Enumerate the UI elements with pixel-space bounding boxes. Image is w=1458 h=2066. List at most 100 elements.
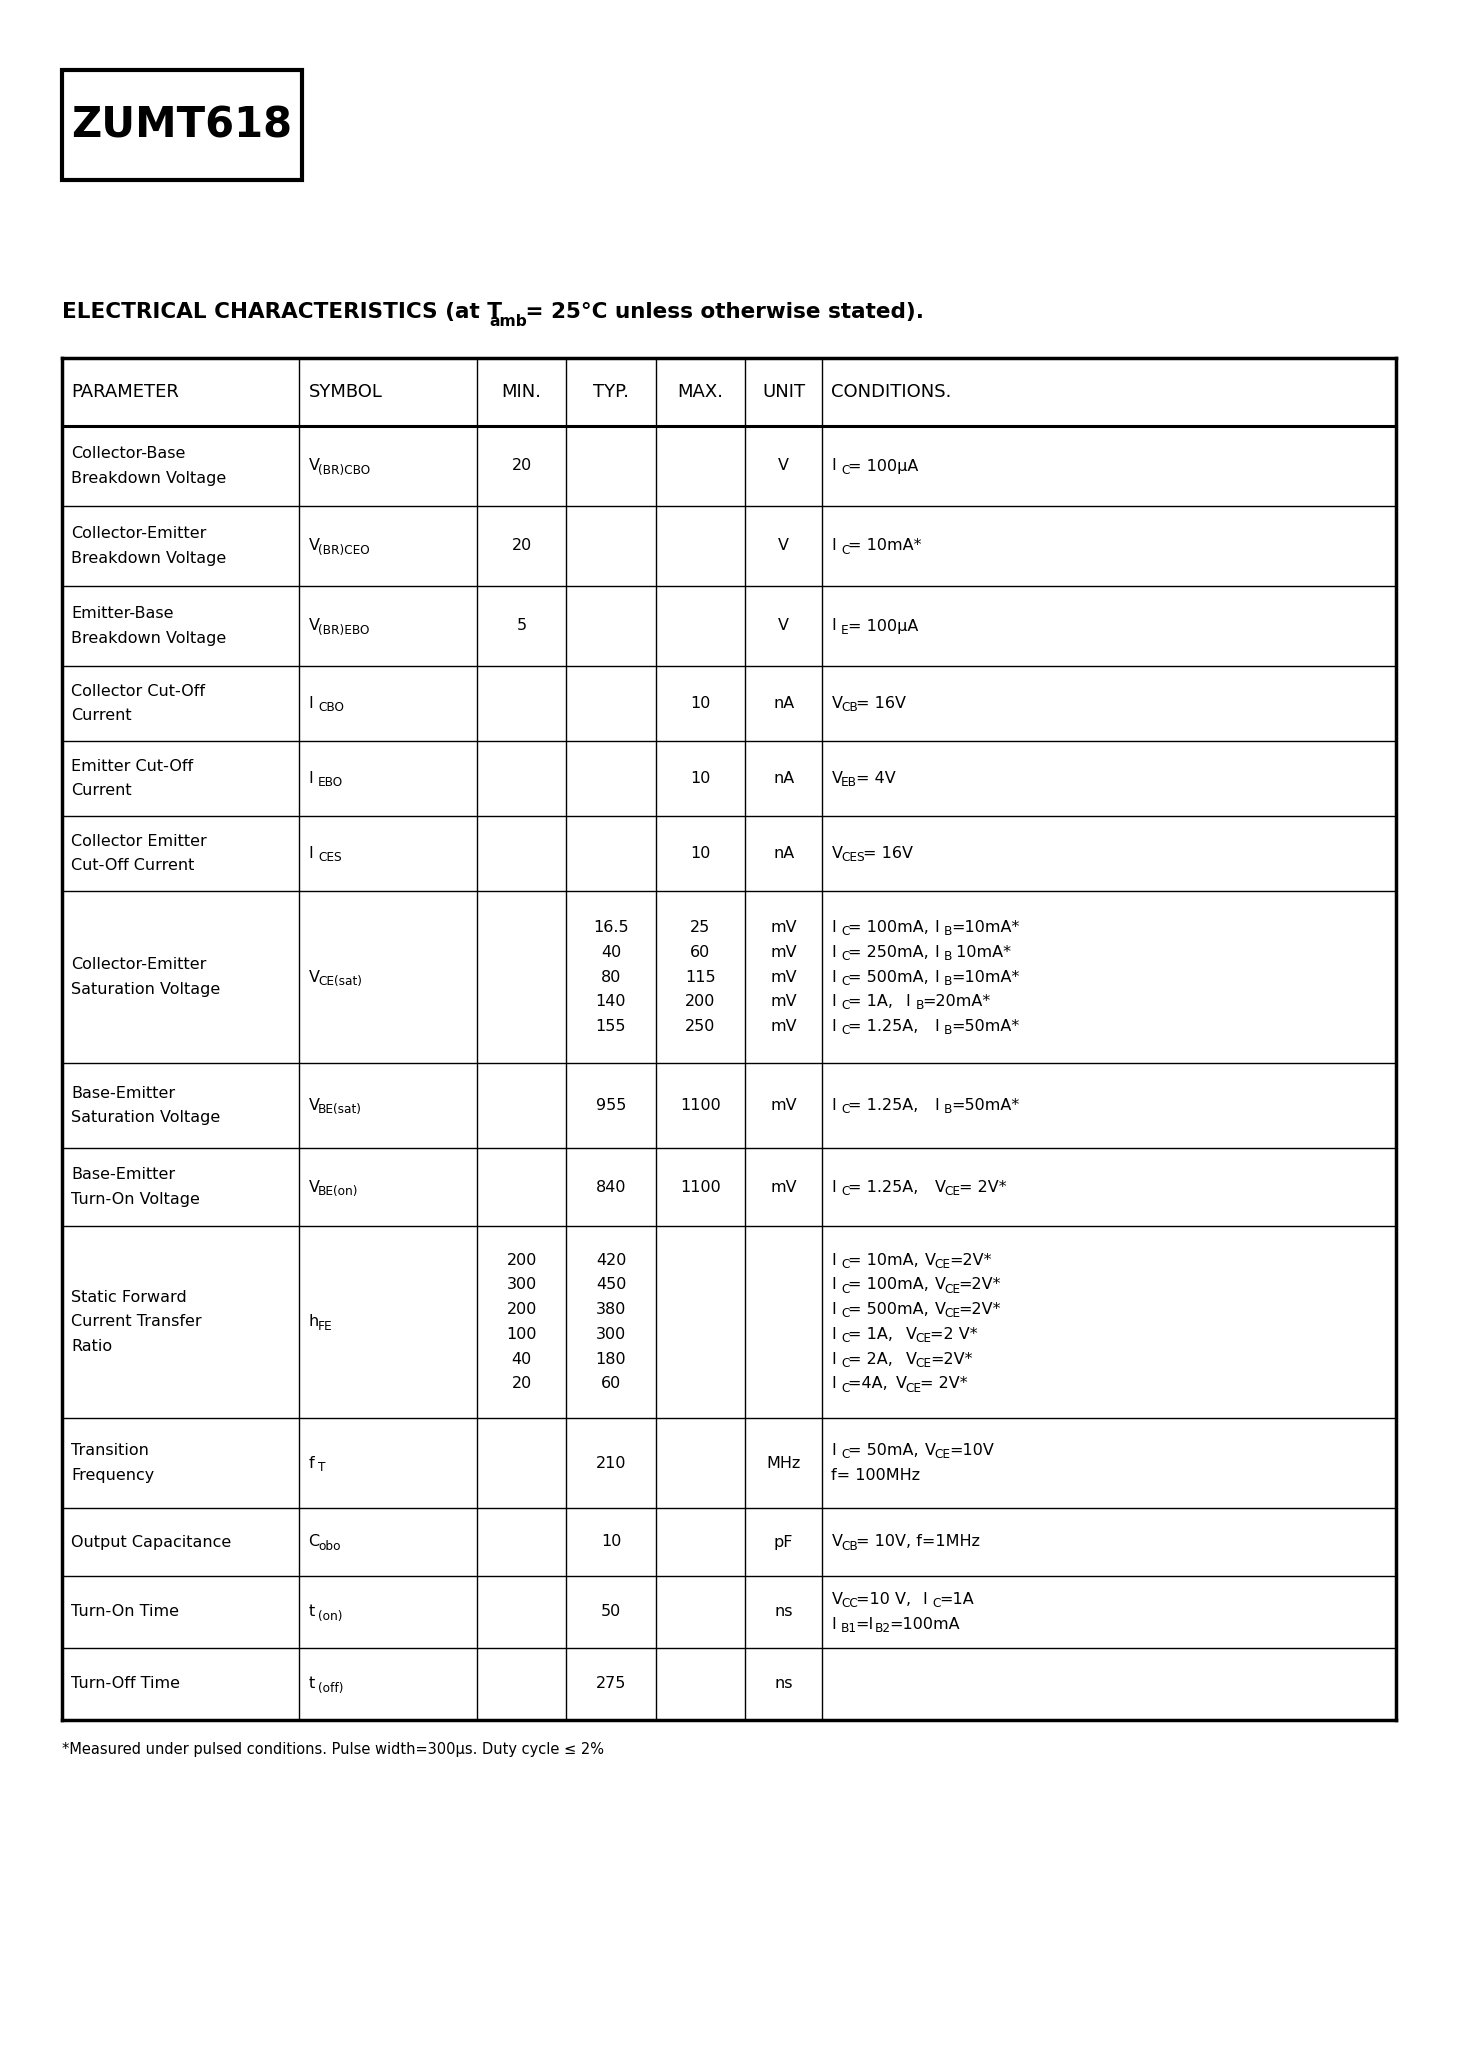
- Text: 210: 210: [596, 1457, 625, 1471]
- Text: Output Capacitance: Output Capacitance: [71, 1535, 232, 1550]
- Text: Saturation Voltage: Saturation Voltage: [71, 1109, 220, 1126]
- Text: pF: pF: [774, 1535, 793, 1550]
- Text: mV: mV: [770, 919, 798, 936]
- Text: CE: CE: [945, 1283, 959, 1295]
- Text: Turn-On Time: Turn-On Time: [71, 1605, 179, 1620]
- Text: I: I: [935, 1097, 939, 1114]
- Text: Collector Cut-Off: Collector Cut-Off: [71, 684, 206, 698]
- Text: I: I: [831, 969, 835, 985]
- Text: = 10V, f=1MHz: = 10V, f=1MHz: [856, 1535, 980, 1550]
- Text: C: C: [841, 1333, 850, 1345]
- Text: = 4V: = 4V: [856, 771, 895, 785]
- Text: B: B: [945, 950, 952, 963]
- Text: f= 100MHz: f= 100MHz: [831, 1467, 920, 1483]
- Text: B: B: [945, 1103, 952, 1116]
- Text: C: C: [841, 926, 850, 938]
- Text: = 500mA,: = 500mA,: [849, 969, 935, 985]
- Text: CE: CE: [916, 1333, 932, 1345]
- Bar: [63, 357, 1395, 1721]
- Text: =50mA*: =50mA*: [952, 1097, 1019, 1114]
- Text: t: t: [309, 1605, 315, 1620]
- Text: 300: 300: [506, 1277, 537, 1293]
- Text: = 500mA,: = 500mA,: [849, 1302, 935, 1318]
- Text: Collector-Base: Collector-Base: [71, 446, 185, 461]
- Text: =2V*: =2V*: [959, 1302, 1002, 1318]
- Text: = 25°C unless otherwise stated).: = 25°C unless otherwise stated).: [518, 302, 924, 322]
- Text: C: C: [841, 543, 850, 556]
- Text: I: I: [935, 1019, 939, 1033]
- Text: Breakdown Voltage: Breakdown Voltage: [71, 471, 226, 486]
- Text: = 1A,: = 1A,: [849, 1326, 898, 1343]
- Text: CE: CE: [935, 1448, 951, 1461]
- Text: Static Forward: Static Forward: [71, 1289, 187, 1306]
- Text: 250: 250: [685, 1019, 716, 1033]
- Text: C: C: [841, 1308, 850, 1320]
- Text: 200: 200: [506, 1252, 537, 1269]
- Text: CB: CB: [841, 700, 857, 715]
- Text: obo: obo: [318, 1539, 341, 1554]
- Text: C: C: [841, 1448, 850, 1461]
- Text: MAX.: MAX.: [678, 382, 723, 401]
- Text: =4A,: =4A,: [849, 1376, 894, 1390]
- Text: 275: 275: [596, 1676, 625, 1692]
- Text: 155: 155: [596, 1019, 625, 1033]
- Text: C: C: [841, 1000, 850, 1012]
- Text: I: I: [831, 1180, 835, 1194]
- Text: = 2V*: = 2V*: [959, 1180, 1006, 1194]
- Text: B: B: [916, 1000, 924, 1012]
- Text: h: h: [309, 1314, 319, 1331]
- Text: MIN.: MIN.: [502, 382, 541, 401]
- Text: CC: CC: [841, 1597, 857, 1609]
- Text: = 2V*: = 2V*: [920, 1376, 968, 1390]
- Text: CB: CB: [841, 1539, 857, 1554]
- Text: Cut-Off Current: Cut-Off Current: [71, 857, 194, 874]
- Text: Ratio: Ratio: [71, 1339, 112, 1353]
- Text: 60: 60: [690, 944, 710, 961]
- Text: 25: 25: [690, 919, 710, 936]
- Text: 140: 140: [596, 994, 625, 1010]
- Text: = 1.25A,: = 1.25A,: [849, 1180, 924, 1194]
- Text: 80: 80: [601, 969, 621, 985]
- Text: t: t: [309, 1676, 315, 1692]
- Text: CE: CE: [905, 1382, 921, 1395]
- Text: =10 V,: =10 V,: [856, 1593, 916, 1607]
- Text: 10: 10: [690, 696, 710, 711]
- Text: I: I: [309, 771, 313, 785]
- Text: 16.5: 16.5: [593, 919, 628, 936]
- Bar: [63, 70, 302, 180]
- Text: 10: 10: [690, 845, 710, 862]
- Text: 100: 100: [506, 1326, 537, 1343]
- Text: mV: mV: [770, 944, 798, 961]
- Text: SYMBOL: SYMBOL: [309, 382, 382, 401]
- Text: V: V: [905, 1351, 917, 1366]
- Text: I: I: [831, 1351, 835, 1366]
- Text: *Measured under pulsed conditions. Pulse width=300μs. Duty cycle ≤ 2%: *Measured under pulsed conditions. Pulse…: [63, 1742, 604, 1756]
- Text: (BR)CEO: (BR)CEO: [318, 543, 370, 556]
- Text: = 1A,: = 1A,: [849, 994, 898, 1010]
- Text: = 10mA,: = 10mA,: [849, 1252, 924, 1269]
- Text: =1A: =1A: [939, 1593, 974, 1607]
- Text: 20: 20: [512, 539, 532, 554]
- Text: Turn-Off Time: Turn-Off Time: [71, 1676, 179, 1692]
- Text: =2V*: =2V*: [959, 1277, 1002, 1293]
- Text: V: V: [309, 969, 319, 985]
- Text: 10: 10: [690, 771, 710, 785]
- Text: I: I: [831, 1097, 835, 1114]
- Text: EBO: EBO: [318, 777, 343, 789]
- Text: B2: B2: [875, 1622, 891, 1634]
- Text: 40: 40: [601, 944, 621, 961]
- Text: 200: 200: [506, 1302, 537, 1318]
- Text: FE: FE: [318, 1320, 332, 1333]
- Text: B: B: [945, 926, 952, 938]
- Text: V: V: [935, 1302, 945, 1318]
- Text: Saturation Voltage: Saturation Voltage: [71, 981, 220, 998]
- Text: mV: mV: [770, 1180, 798, 1194]
- Text: CE: CE: [945, 1184, 959, 1198]
- Text: 20: 20: [512, 459, 532, 473]
- Text: I: I: [831, 1618, 835, 1632]
- Text: Collector-Emitter: Collector-Emitter: [71, 527, 207, 541]
- Text: C: C: [841, 1283, 850, 1295]
- Text: CE(sat): CE(sat): [318, 975, 362, 988]
- Text: V: V: [309, 1097, 319, 1114]
- Text: I: I: [831, 1444, 835, 1459]
